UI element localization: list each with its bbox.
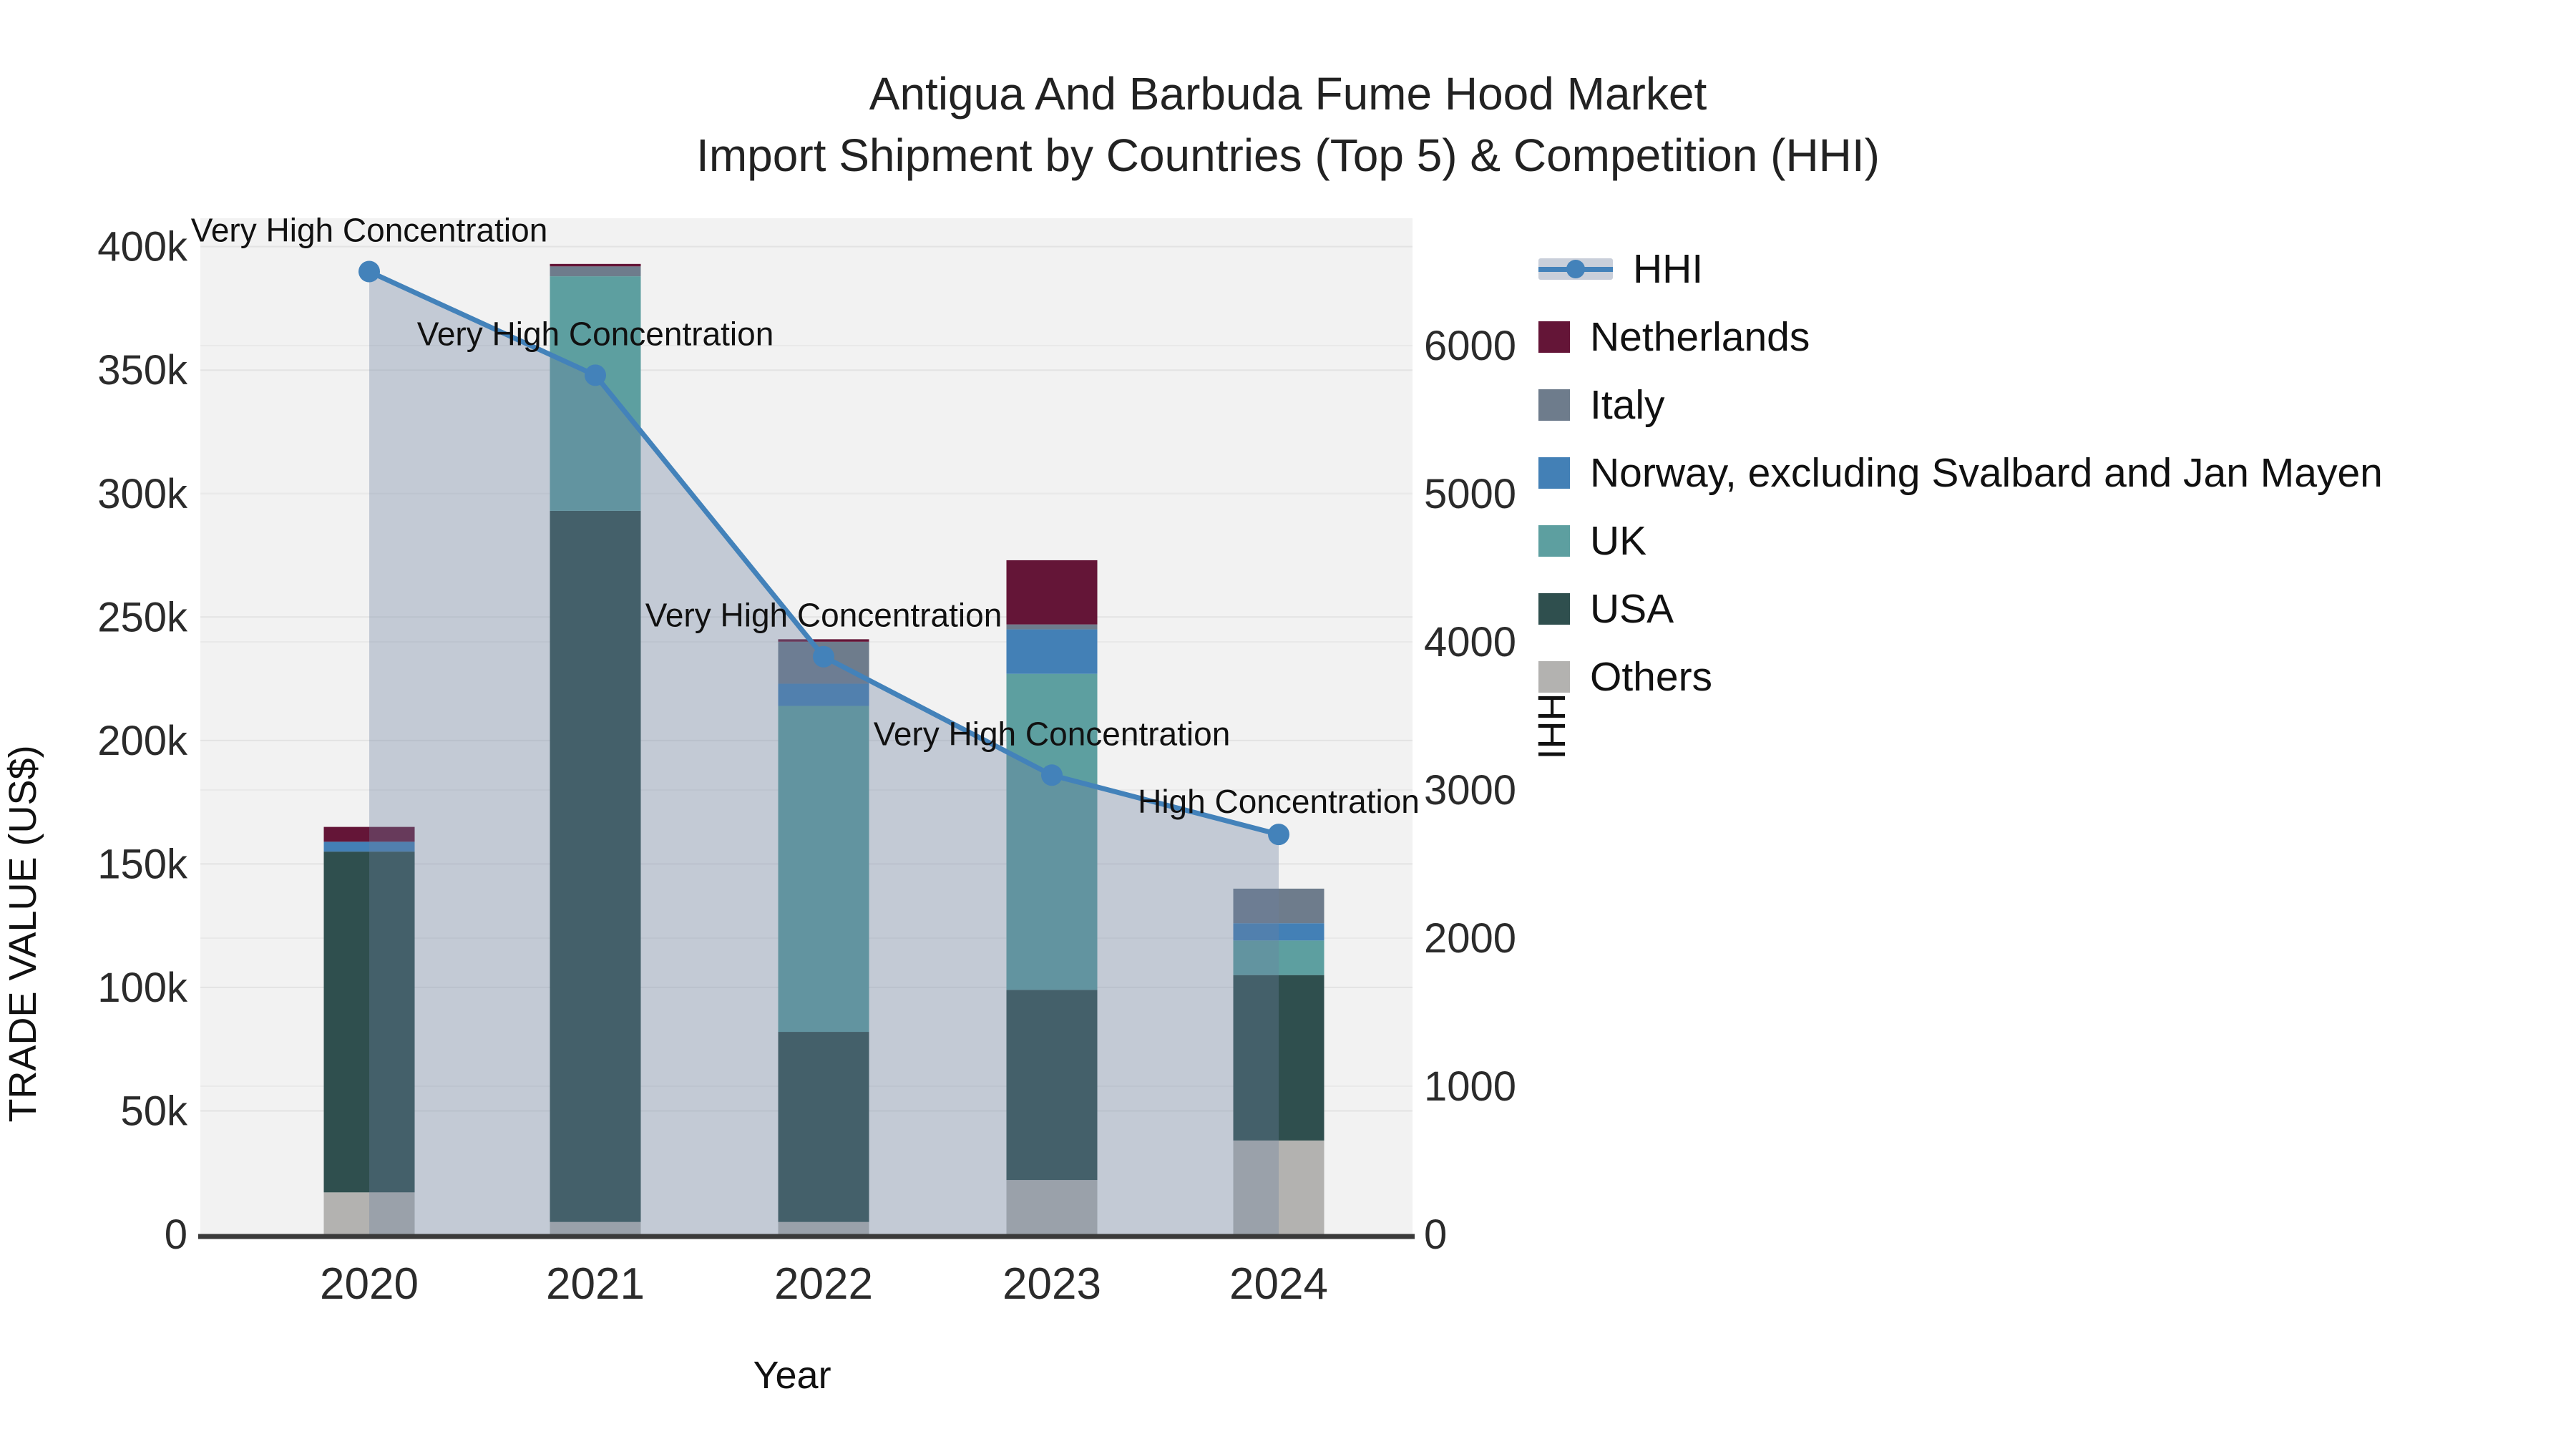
y-left-tick-0: 0 bbox=[165, 1211, 187, 1258]
hhi-point-2022 bbox=[813, 645, 834, 668]
hhi-point-2021 bbox=[585, 364, 606, 386]
bar-segment-norway-2020 bbox=[323, 841, 415, 852]
annotation-2020: Very High Concentration bbox=[191, 212, 548, 249]
legend-item-usa[interactable]: USA bbox=[1538, 575, 2383, 643]
bar-segment-netherlands-2020 bbox=[323, 826, 415, 842]
y-left-tick-350k: 350k bbox=[97, 347, 188, 394]
x-tick-2022: 2022 bbox=[774, 1259, 873, 1309]
y-right-tick-4000: 4000 bbox=[1424, 619, 1516, 665]
annotation-2023: Very High Concentration bbox=[874, 715, 1231, 752]
y-right-tick-2000: 2000 bbox=[1424, 915, 1516, 962]
legend-label: HHI bbox=[1633, 245, 1704, 292]
x-tick-2021: 2021 bbox=[546, 1259, 645, 1309]
bar-segment-italy-2023 bbox=[1006, 624, 1098, 630]
legend-item-norway[interactable]: Norway, excluding Svalbard and Jan Mayen bbox=[1538, 439, 2383, 507]
others-swatch-icon bbox=[1538, 660, 1570, 693]
y-left-tick-250k: 250k bbox=[97, 594, 188, 640]
bar-segment-others-2020 bbox=[323, 1192, 415, 1234]
bar-segment-italy-2024 bbox=[1233, 888, 1324, 924]
legend: HHI Netherlands Italy Norway, excluding … bbox=[1538, 235, 2383, 711]
legend-label: Norway, excluding Svalbard and Jan Mayen bbox=[1590, 449, 2383, 496]
bar-segment-usa-2021 bbox=[550, 510, 641, 1222]
y-right-tick-6000: 6000 bbox=[1424, 323, 1516, 369]
annotation-2022: Very High Concentration bbox=[645, 597, 1002, 634]
bar-segment-others-2022 bbox=[778, 1221, 869, 1234]
legend-label: USA bbox=[1590, 585, 1674, 632]
bar-segment-netherlands-2022 bbox=[778, 639, 869, 642]
bar-segment-uk-2021 bbox=[550, 276, 641, 511]
bar-segment-uk-2024 bbox=[1233, 940, 1324, 975]
italy-swatch-icon bbox=[1538, 389, 1570, 421]
x-tick-2020: 2020 bbox=[320, 1259, 419, 1309]
legend-label: Others bbox=[1590, 653, 1713, 700]
bar-segment-usa-2024 bbox=[1233, 975, 1324, 1141]
bar-segment-italy-2021 bbox=[550, 266, 641, 277]
y-right-tick-1000: 1000 bbox=[1424, 1063, 1516, 1110]
legend-item-italy[interactable]: Italy bbox=[1538, 371, 2383, 439]
y-left-axis-title: TRADE VALUE (US$) bbox=[1, 745, 44, 1122]
bar-segment-netherlands-2023 bbox=[1006, 560, 1098, 625]
y-right-axis-title: HHI bbox=[1530, 693, 1573, 760]
y-left-tick-150k: 150k bbox=[97, 841, 188, 887]
legend-label: Italy bbox=[1590, 381, 1665, 428]
legend-item-hhi[interactable]: HHI bbox=[1538, 235, 2383, 303]
y-left-tick-300k: 300k bbox=[97, 471, 188, 517]
hhi-area bbox=[369, 271, 1279, 1235]
legend-item-others[interactable]: Others bbox=[1538, 643, 2383, 711]
hhi-line-icon bbox=[1538, 258, 1613, 280]
bar-segment-norway-2022 bbox=[778, 683, 869, 706]
y-left-tick-400k: 400k bbox=[97, 224, 188, 270]
usa-swatch-icon bbox=[1538, 592, 1570, 625]
bar-segment-others-2021 bbox=[550, 1221, 641, 1234]
hhi-point-2023 bbox=[1041, 764, 1063, 786]
y-left-tick-100k: 100k bbox=[97, 965, 188, 1011]
bar-segment-usa-2022 bbox=[778, 1032, 869, 1222]
x-axis-title: Year bbox=[753, 1354, 831, 1397]
bar-segment-usa-2023 bbox=[1006, 990, 1098, 1181]
bar-segment-uk-2023 bbox=[1006, 673, 1098, 990]
y-left-tick-200k: 200k bbox=[97, 718, 188, 764]
y-right-tick-0: 0 bbox=[1424, 1211, 1447, 1258]
bar-segment-norway-2023 bbox=[1006, 629, 1098, 674]
legend-label: Netherlands bbox=[1590, 313, 1810, 360]
hhi-point-2024 bbox=[1268, 824, 1289, 846]
hhi-point-2020 bbox=[358, 260, 380, 283]
legend-label: UK bbox=[1590, 517, 1647, 564]
norway-swatch-icon bbox=[1538, 457, 1570, 489]
bar-segment-netherlands-2021 bbox=[550, 263, 641, 267]
annotation-2024: High Concentration bbox=[1138, 783, 1420, 820]
bar-segment-others-2023 bbox=[1006, 1180, 1098, 1234]
x-tick-2024: 2024 bbox=[1229, 1259, 1328, 1309]
netherlands-swatch-icon bbox=[1538, 321, 1570, 353]
bar-segment-uk-2022 bbox=[778, 706, 869, 1033]
bar-segment-norway-2024 bbox=[1233, 923, 1324, 941]
annotation-2021: Very High Concentration bbox=[417, 315, 774, 352]
legend-item-uk[interactable]: UK bbox=[1538, 507, 2383, 575]
x-tick-2023: 2023 bbox=[1002, 1259, 1101, 1309]
y-left-tick-50k: 50k bbox=[120, 1088, 188, 1134]
y-right-tick-5000: 5000 bbox=[1424, 471, 1516, 517]
bar-segment-usa-2020 bbox=[323, 852, 415, 1193]
bar-segment-others-2024 bbox=[1233, 1140, 1324, 1234]
y-right-tick-3000: 3000 bbox=[1424, 767, 1516, 814]
legend-item-netherlands[interactable]: Netherlands bbox=[1538, 303, 2383, 371]
uk-swatch-icon bbox=[1538, 525, 1570, 557]
